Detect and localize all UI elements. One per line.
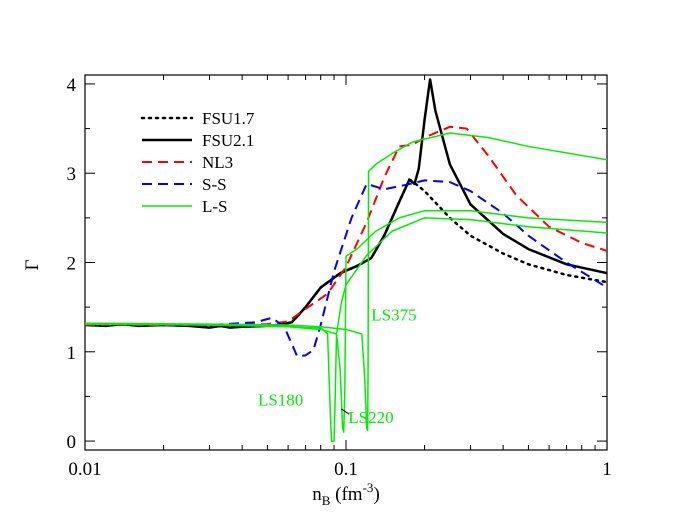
- ls375-label: LS375: [371, 306, 416, 325]
- annotation-pointer: [341, 408, 350, 415]
- x-axis-title-sub: B: [322, 493, 331, 508]
- x-tick-label: 0.01: [68, 459, 101, 480]
- x-axis-title-unit: (fm: [330, 484, 362, 505]
- y-tick-label: 4: [67, 75, 77, 96]
- series-line-ls220: [85, 209, 607, 433]
- y-tick-label: 0: [67, 432, 77, 453]
- x-axis-title-main: n: [312, 484, 322, 505]
- legend-label: FSU2.1: [202, 131, 254, 150]
- ls220-label: LS220: [348, 408, 393, 427]
- axis-ticks: 0.01 0.1 1 0 1 2 3 4: [67, 75, 612, 480]
- ls180-label: LS180: [258, 390, 303, 409]
- x-axis-title-sup: -3: [363, 480, 374, 495]
- y-axis-title: Γ: [22, 259, 43, 270]
- legend-label: L-S: [202, 197, 228, 216]
- ls220-pointer: [341, 408, 350, 415]
- x-axis-title-close: ): [373, 484, 379, 505]
- y-tick-label: 3: [67, 164, 77, 185]
- y-tick-label: 1: [67, 343, 77, 364]
- series-layer: [85, 78, 607, 442]
- y-tick-label: 2: [67, 254, 77, 275]
- series-line-s-s: [85, 179, 607, 358]
- legend-label: S-S: [202, 175, 227, 194]
- series-line-ls375: [85, 132, 607, 432]
- legend: FSU1.7 FSU2.1 NL3 S-S L-S: [140, 109, 255, 216]
- series-line-fsu2-1: [85, 78, 607, 329]
- legend-label: FSU1.7: [202, 109, 255, 128]
- x-axis-title: nB (fm-3): [312, 480, 380, 508]
- annotations: LS375 LS180 LS220: [258, 306, 417, 428]
- x-tick-label: 0.1: [334, 459, 358, 480]
- x-tick-label: 1: [602, 459, 612, 480]
- legend-label: NL3: [202, 153, 233, 172]
